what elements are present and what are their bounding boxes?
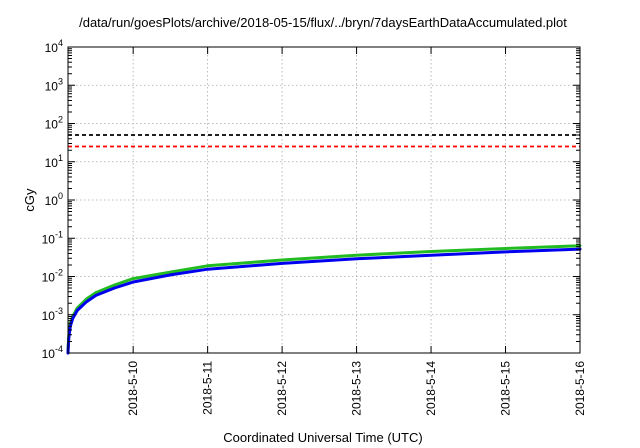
series-line [66,247,582,355]
y-tick-label: 102 [45,115,63,132]
x-tick-label: 2018-5-13 [350,361,364,416]
y-tick-label: 10-1 [42,229,63,246]
x-tick-label: 2018-5-10 [126,361,140,416]
reference-lines [68,134,580,148]
series-group [66,244,582,355]
x-tick-label: 2018-5-14 [424,361,438,416]
axis-ticks [68,46,581,354]
y-axis-label: cGy [22,188,37,212]
chart-title: /data/run/goesPlots/archive/2018-05-15/f… [79,15,567,30]
y-tick-label: 103 [45,76,63,93]
y-tick-label: 101 [45,153,63,170]
y-tick-label: 10-4 [42,344,63,361]
grid-lines [68,47,580,353]
y-tick-label: 10-2 [42,268,63,285]
y-tick-label: 100 [45,191,63,208]
y-tick-label: 104 [45,38,63,55]
x-tick-label: 2018-5-11 [201,361,215,415]
x-tick-label: 2018-5-16 [573,361,587,416]
y-tick-labels: 10-4 10-3 10-2 10-1 100 101 102 103 104 [42,38,63,361]
x-axis-label: Coordinated Universal Time (UTC) [223,430,422,445]
x-tick-labels: 2018-5-10 2018-5-11 2018-5-12 2018-5-13 2018… [126,361,587,416]
y-tick-label: 10-3 [42,306,63,323]
x-tick-label: 2018-5-12 [275,361,289,416]
x-tick-label: 2018-5-15 [499,361,513,416]
